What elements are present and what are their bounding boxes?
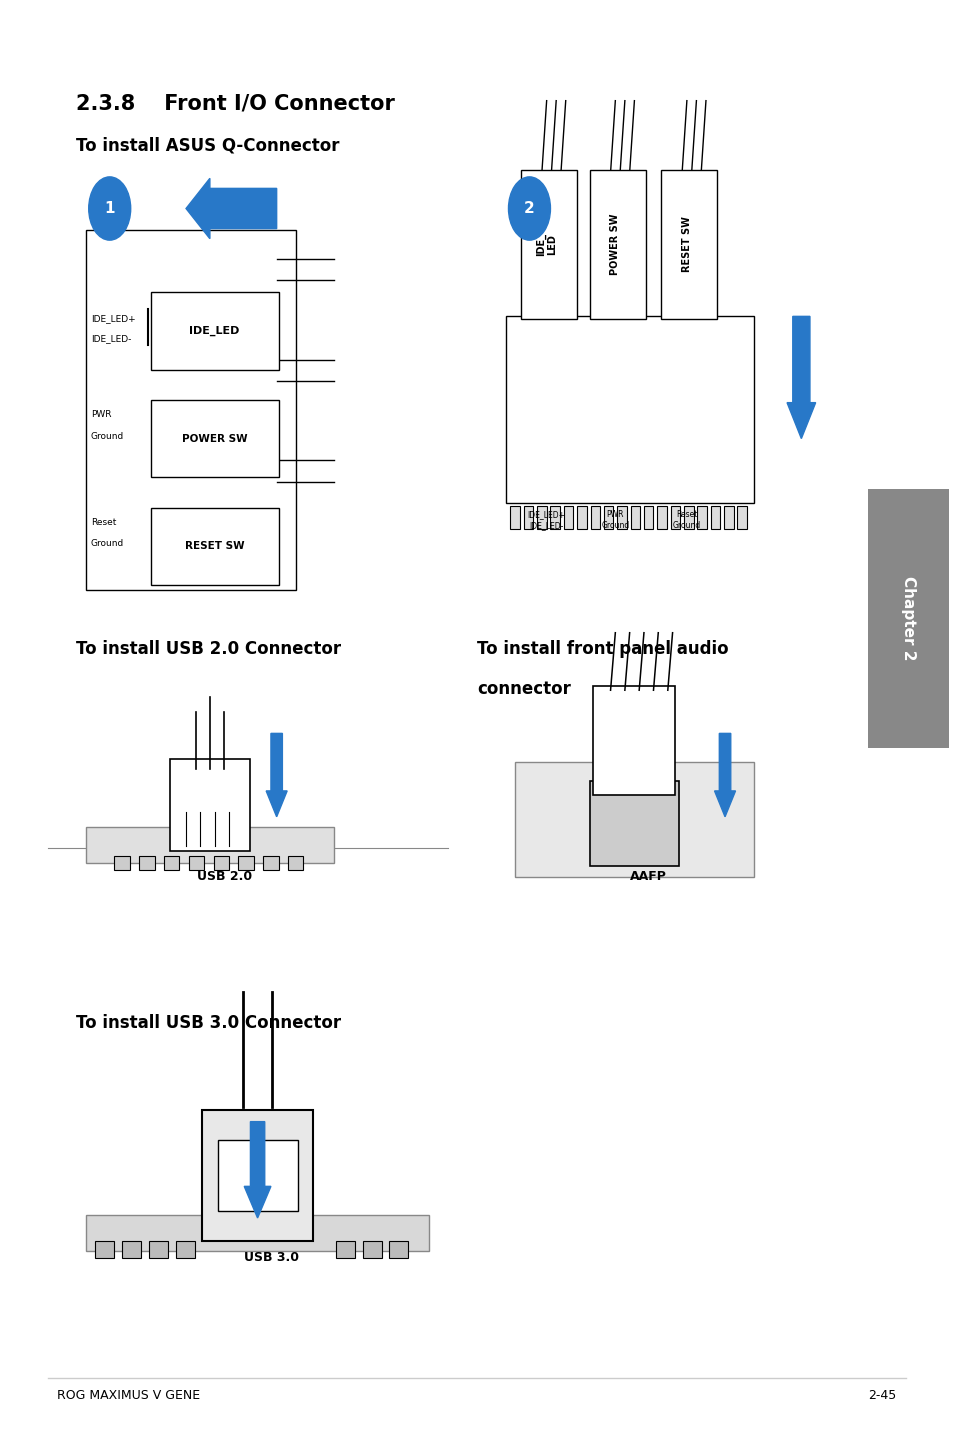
Text: 2: 2	[523, 201, 535, 216]
Bar	[630, 506, 639, 529]
FancyBboxPatch shape	[151, 508, 278, 585]
Bar	[510, 506, 519, 529]
Bar	[617, 506, 626, 529]
Bar	[149, 1241, 168, 1258]
Bar	[537, 506, 546, 529]
FancyBboxPatch shape	[86, 827, 334, 863]
Bar	[590, 506, 599, 529]
FancyBboxPatch shape	[593, 686, 675, 795]
Text: USB 2.0: USB 2.0	[196, 870, 252, 883]
Bar	[603, 506, 613, 529]
FancyBboxPatch shape	[217, 1140, 297, 1211]
Bar	[577, 506, 586, 529]
Text: USB 3.0: USB 3.0	[244, 1251, 299, 1264]
FancyBboxPatch shape	[86, 230, 295, 590]
Bar	[238, 856, 253, 870]
Text: To install ASUS Q-Connector: To install ASUS Q-Connector	[76, 137, 339, 155]
Text: 2.3.8    Front I/O Connector: 2.3.8 Front I/O Connector	[76, 93, 395, 114]
Circle shape	[89, 177, 131, 240]
FancyBboxPatch shape	[170, 759, 250, 851]
FancyBboxPatch shape	[86, 1215, 429, 1251]
FancyBboxPatch shape	[589, 170, 645, 319]
Text: IDE_LED+: IDE_LED+	[91, 313, 135, 322]
Text: RESET SW: RESET SW	[185, 542, 244, 551]
Bar	[723, 506, 733, 529]
Bar	[697, 506, 706, 529]
FancyArrow shape	[244, 1122, 271, 1218]
Text: Ground: Ground	[91, 431, 124, 440]
Bar	[189, 856, 204, 870]
Text: POWER SW: POWER SW	[182, 434, 247, 443]
Text: To install USB 3.0 Connector: To install USB 3.0 Connector	[76, 1014, 341, 1032]
FancyBboxPatch shape	[660, 170, 717, 319]
Bar	[710, 506, 720, 529]
Bar	[335, 1241, 355, 1258]
Bar	[389, 1241, 408, 1258]
Text: 2-45: 2-45	[867, 1389, 896, 1402]
Text: 1: 1	[104, 201, 115, 216]
Text: Reset
Ground: Reset Ground	[672, 510, 700, 529]
Text: To install front panel audio: To install front panel audio	[476, 640, 728, 659]
Bar	[122, 1241, 141, 1258]
Text: connector: connector	[476, 680, 570, 699]
FancyBboxPatch shape	[151, 292, 278, 370]
FancyBboxPatch shape	[515, 762, 753, 877]
FancyBboxPatch shape	[202, 1110, 313, 1241]
FancyArrow shape	[266, 733, 287, 817]
Text: IDE_
LED: IDE_ LED	[536, 233, 557, 256]
Bar	[288, 856, 303, 870]
Circle shape	[508, 177, 550, 240]
Text: RESET SW: RESET SW	[681, 217, 691, 272]
Bar	[683, 506, 693, 529]
Text: Chapter 2: Chapter 2	[900, 577, 915, 660]
FancyArrow shape	[714, 733, 735, 817]
Text: POWER SW: POWER SW	[610, 214, 619, 275]
Text: PWR
Ground: PWR Ground	[600, 510, 629, 529]
Bar	[563, 506, 573, 529]
Text: Reset: Reset	[91, 518, 116, 526]
Bar	[175, 1241, 194, 1258]
FancyBboxPatch shape	[589, 781, 679, 866]
FancyBboxPatch shape	[867, 489, 948, 748]
Bar	[114, 856, 130, 870]
Text: AAFP: AAFP	[630, 870, 666, 883]
Bar	[362, 1241, 381, 1258]
Bar	[643, 506, 653, 529]
Bar	[263, 856, 278, 870]
Bar	[657, 506, 666, 529]
Text: To install USB 2.0 Connector: To install USB 2.0 Connector	[76, 640, 341, 659]
Bar	[550, 506, 559, 529]
FancyBboxPatch shape	[151, 400, 278, 477]
FancyBboxPatch shape	[520, 170, 577, 319]
Bar	[95, 1241, 114, 1258]
FancyArrow shape	[786, 316, 815, 439]
Bar	[523, 506, 533, 529]
Bar	[139, 856, 154, 870]
FancyArrow shape	[186, 178, 276, 239]
Bar	[737, 506, 746, 529]
Bar	[670, 506, 679, 529]
Text: IDE_LED-: IDE_LED-	[91, 334, 131, 342]
Bar	[164, 856, 179, 870]
Text: IDE_LED: IDE_LED	[190, 325, 239, 336]
Text: IDE_LED+
IDE_LED-: IDE_LED+ IDE_LED-	[527, 510, 565, 529]
Text: PWR: PWR	[91, 410, 111, 418]
Text: ROG MAXIMUS V GENE: ROG MAXIMUS V GENE	[57, 1389, 200, 1402]
FancyBboxPatch shape	[505, 316, 753, 503]
Bar	[213, 856, 229, 870]
Text: Ground: Ground	[91, 539, 124, 548]
